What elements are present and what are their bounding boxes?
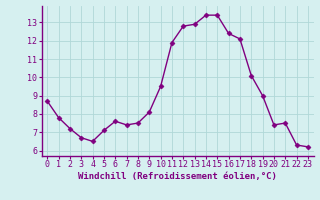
- X-axis label: Windchill (Refroidissement éolien,°C): Windchill (Refroidissement éolien,°C): [78, 172, 277, 181]
